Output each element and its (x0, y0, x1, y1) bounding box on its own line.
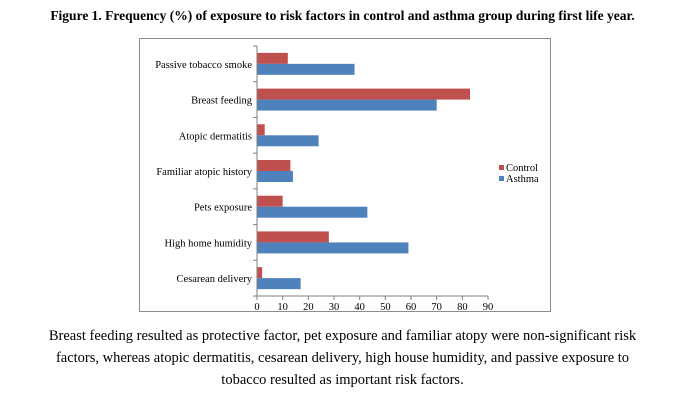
bar-control-3 (257, 124, 265, 136)
category-label: High home humidity (165, 238, 253, 249)
caption-line-3: tobacco resulted as important risk facto… (221, 372, 464, 388)
bar-control-7 (257, 267, 263, 279)
figure-caption: Breast feeding resulted as protective fa… (0, 325, 685, 391)
x-tick-label: 10 (277, 302, 288, 313)
bar-control-6 (257, 231, 329, 243)
bar-asthma-3 (257, 135, 319, 147)
bar-control-4 (257, 160, 291, 171)
bar-control-2 (257, 88, 471, 100)
figure-title: Figure 1. Frequency (%) of exposure to r… (50, 8, 635, 23)
legend-label-asthma: Asthma (506, 174, 539, 185)
category-label: Cesarean delivery (176, 274, 252, 285)
bar-asthma-2 (257, 99, 437, 111)
x-tick-label: 0 (254, 302, 259, 313)
x-tick-label: 70 (431, 302, 442, 313)
legend-label-control: Control (506, 163, 538, 174)
category-label: Familiar atopic history (156, 167, 252, 178)
legend-swatch-control (499, 165, 504, 170)
bar-control-5 (257, 195, 283, 207)
category-label: Atopic dermatitis (179, 131, 252, 142)
bar-asthma-5 (257, 206, 368, 218)
x-tick-label: 20 (303, 302, 314, 313)
legend-swatch-asthma (499, 176, 504, 181)
category-label: Passive tobacco smoke (155, 60, 252, 71)
x-tick-label: 90 (483, 302, 494, 313)
category-label: Pets exposure (194, 203, 252, 214)
x-tick-label: 40 (354, 302, 365, 313)
x-tick-label: 30 (329, 302, 340, 313)
bar-control-1 (257, 52, 288, 64)
x-tick-label: 50 (380, 302, 391, 313)
bar-asthma-7 (257, 278, 301, 290)
caption-line-2: factors, whereas atopic dermatitis, cesa… (55, 350, 630, 366)
bar-asthma-1 (257, 63, 355, 75)
x-tick-label: 60 (406, 302, 417, 313)
bar-asthma-6 (257, 242, 409, 254)
chart-frame (139, 38, 551, 312)
caption-line-1: Breast feeding resulted as protective fa… (48, 328, 637, 344)
category-label: Breast feeding (191, 96, 253, 107)
x-tick-label: 80 (457, 302, 468, 313)
bar-asthma-4 (257, 171, 293, 182)
